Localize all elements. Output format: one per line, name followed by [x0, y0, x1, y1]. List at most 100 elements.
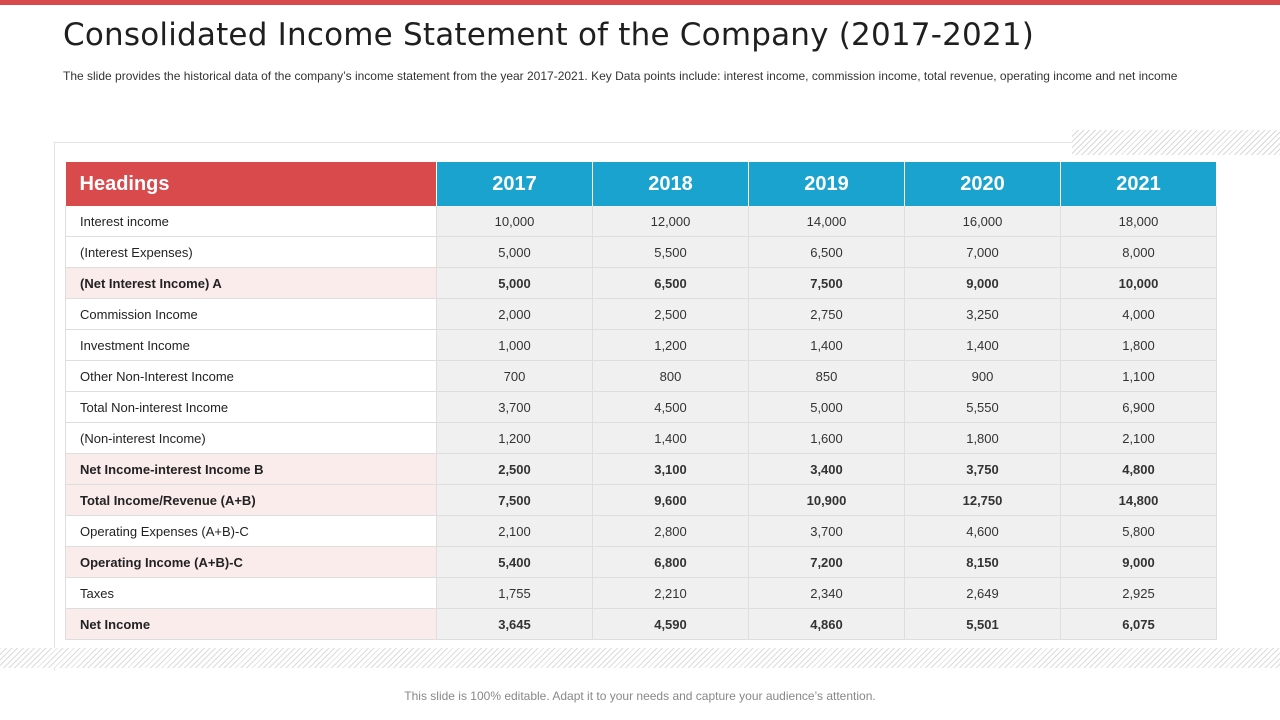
table-row: Net Income-interest Income B 2,500 3,100 3,… [65, 453, 1217, 485]
cell-value: 2,800 [592, 515, 749, 547]
header-headings: Headings [65, 162, 437, 206]
cell-value: 5,500 [592, 236, 749, 268]
header-year: 2017 [436, 162, 593, 206]
table-row: Total Non-interest Income 3,700 4,500 5,000… [65, 391, 1217, 423]
cell-value: 9,000 [1060, 546, 1217, 578]
table-row: (Interest Expenses) 5,000 5,500 6,500 7,000 8… [65, 236, 1217, 268]
cell-value: 900 [904, 360, 1061, 392]
cell-value: 1,800 [904, 422, 1061, 454]
cell-value: 9,600 [592, 484, 749, 516]
cell-value: 1,755 [436, 577, 593, 609]
cell-value: 4,800 [1060, 453, 1217, 485]
cell-value: 5,800 [1060, 515, 1217, 547]
table-row: (Net Interest Income) A 5,000 6,500 7,500 9,… [65, 267, 1217, 299]
table-body: Interest income 10,000 12,000 14,000 16,000 1… [65, 206, 1217, 640]
cell-value: 1,400 [904, 329, 1061, 361]
cell-value: 10,000 [436, 206, 593, 237]
cell-value: 6,500 [748, 236, 905, 268]
table-row: Interest income 10,000 12,000 14,000 16,000 1… [65, 206, 1217, 237]
footer-note: This slide is 100% editable. Adapt it to… [404, 689, 876, 703]
cell-value: 18,000 [1060, 206, 1217, 237]
cell-value: 1,400 [748, 329, 905, 361]
row-label: Total Income/Revenue (A+B) [65, 484, 437, 516]
cell-value: 1,000 [436, 329, 593, 361]
table-row: (Non-interest Income) 1,200 1,400 1,600 1,80… [65, 422, 1217, 454]
cell-value: 7,500 [748, 267, 905, 299]
row-label: Operating Income (A+B)-C [65, 546, 437, 578]
cell-value: 850 [748, 360, 905, 392]
cell-value: 4,860 [748, 608, 905, 640]
cell-value: 6,500 [592, 267, 749, 299]
row-label: (Non-interest Income) [65, 422, 437, 454]
cell-value: 3,750 [904, 453, 1061, 485]
row-label: Other Non-Interest Income [65, 360, 437, 392]
header-year: 2021 [1060, 162, 1217, 206]
cell-value: 2,210 [592, 577, 749, 609]
cell-value: 4,590 [592, 608, 749, 640]
cell-value: 2,649 [904, 577, 1061, 609]
cell-value: 6,800 [592, 546, 749, 578]
top-accent-bar [0, 0, 1280, 5]
cell-value: 8,000 [1060, 236, 1217, 268]
cell-value: 2,500 [436, 453, 593, 485]
cell-value: 14,000 [748, 206, 905, 237]
row-label: Taxes [65, 577, 437, 609]
row-label: Investment Income [65, 329, 437, 361]
cell-value: 3,400 [748, 453, 905, 485]
cell-value: 2,750 [748, 298, 905, 330]
cell-value: 1,200 [592, 329, 749, 361]
header-year: 2020 [904, 162, 1061, 206]
cell-value: 1,600 [748, 422, 905, 454]
table-row: Other Non-Interest Income 700 800 850 900 1,1… [65, 360, 1217, 392]
cell-value: 1,400 [592, 422, 749, 454]
hatch-decoration-bottom [0, 648, 1280, 668]
cell-value: 12,750 [904, 484, 1061, 516]
table-row: Commission Income 2,000 2,500 2,750 3,250 4,0… [65, 298, 1217, 330]
table-row: Net Income 3,645 4,590 4,860 5,501 6,075 [65, 608, 1217, 640]
row-label: Net Income [65, 608, 437, 640]
cell-value: 8,150 [904, 546, 1061, 578]
cell-value: 6,075 [1060, 608, 1217, 640]
cell-value: 3,645 [436, 608, 593, 640]
cell-value: 5,000 [436, 267, 593, 299]
hatch-decoration-top [1072, 130, 1280, 155]
cell-value: 16,000 [904, 206, 1061, 237]
cell-value: 5,550 [904, 391, 1061, 423]
cell-value: 3,700 [748, 515, 905, 547]
cell-value: 3,100 [592, 453, 749, 485]
cell-value: 6,900 [1060, 391, 1217, 423]
header-year: 2018 [592, 162, 749, 206]
table-header-row: Headings 2017 2018 2019 2020 2021 [65, 162, 1217, 206]
row-label: Commission Income [65, 298, 437, 330]
table-row: Operating Income (A+B)-C 5,400 6,800 7,200 8… [65, 546, 1217, 578]
table-row: Total Income/Revenue (A+B) 7,500 9,600 10,9… [65, 484, 1217, 516]
cell-value: 4,500 [592, 391, 749, 423]
cell-value: 2,100 [1060, 422, 1217, 454]
income-statement-table: Headings 2017 2018 2019 2020 2021 Intere… [65, 162, 1217, 640]
cell-value: 2,000 [436, 298, 593, 330]
cell-value: 5,000 [436, 236, 593, 268]
cell-value: 14,800 [1060, 484, 1217, 516]
header-year: 2019 [748, 162, 905, 206]
cell-value: 7,200 [748, 546, 905, 578]
cell-value: 10,900 [748, 484, 905, 516]
table-frame [54, 142, 1075, 671]
cell-value: 4,000 [1060, 298, 1217, 330]
cell-value: 5,501 [904, 608, 1061, 640]
table-row: Operating Expenses (A+B)-C 2,100 2,800 3,70… [65, 515, 1217, 547]
cell-value: 3,700 [436, 391, 593, 423]
cell-value: 3,250 [904, 298, 1061, 330]
row-label: Operating Expenses (A+B)-C [65, 515, 437, 547]
cell-value: 7,500 [436, 484, 593, 516]
cell-value: 10,000 [1060, 267, 1217, 299]
cell-value: 2,925 [1060, 577, 1217, 609]
cell-value: 1,800 [1060, 329, 1217, 361]
cell-value: 4,600 [904, 515, 1061, 547]
row-label: Net Income-interest Income B [65, 453, 437, 485]
slide-subtitle: The slide provides the historical data o… [63, 69, 1178, 83]
row-label: (Interest Expenses) [65, 236, 437, 268]
cell-value: 9,000 [904, 267, 1061, 299]
table-row: Investment Income 1,000 1,200 1,400 1,400 1,8… [65, 329, 1217, 361]
cell-value: 800 [592, 360, 749, 392]
cell-value: 1,100 [1060, 360, 1217, 392]
